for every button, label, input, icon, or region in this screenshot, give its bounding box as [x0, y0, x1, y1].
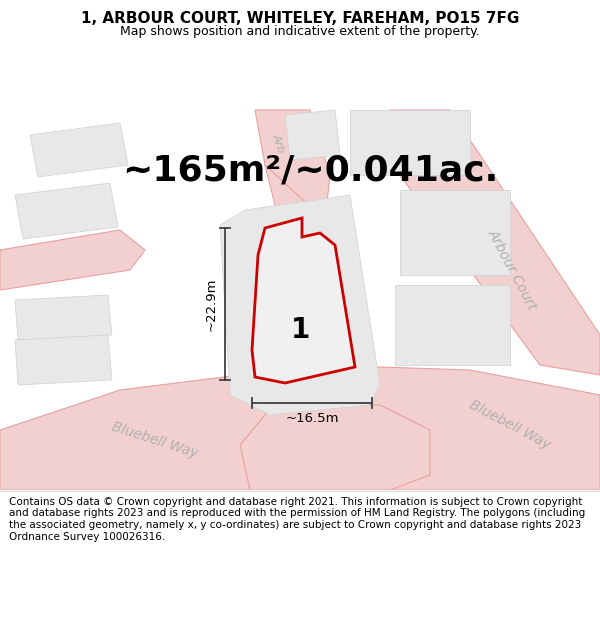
- Text: Bluebell Way: Bluebell Way: [467, 398, 553, 452]
- Polygon shape: [240, 405, 430, 490]
- Text: Map shows position and indicative extent of the property.: Map shows position and indicative extent…: [120, 26, 480, 39]
- Polygon shape: [252, 218, 355, 383]
- Polygon shape: [0, 230, 145, 290]
- Polygon shape: [350, 110, 470, 175]
- Polygon shape: [385, 110, 600, 375]
- Text: 1, ARBOUR COURT, WHITELEY, FAREHAM, PO15 7FG: 1, ARBOUR COURT, WHITELEY, FAREHAM, PO15…: [81, 11, 519, 26]
- Polygon shape: [15, 183, 118, 239]
- Polygon shape: [265, 165, 340, 295]
- Polygon shape: [395, 285, 510, 365]
- Polygon shape: [15, 335, 112, 385]
- Polygon shape: [30, 123, 128, 177]
- Polygon shape: [285, 110, 340, 160]
- Text: Arbour Court: Arbour Court: [485, 227, 539, 313]
- Polygon shape: [15, 295, 112, 340]
- Text: 1: 1: [290, 316, 310, 344]
- Text: Contains OS data © Crown copyright and database right 2021. This information is : Contains OS data © Crown copyright and d…: [9, 497, 585, 541]
- Polygon shape: [400, 190, 510, 275]
- Text: ~22.9m: ~22.9m: [205, 278, 218, 331]
- Polygon shape: [255, 110, 330, 225]
- Text: Arb: Arb: [270, 132, 286, 154]
- Text: Bluebell Way: Bluebell Way: [110, 419, 200, 461]
- Polygon shape: [220, 195, 380, 415]
- Polygon shape: [0, 365, 600, 490]
- Text: ~165m²/~0.041ac.: ~165m²/~0.041ac.: [122, 153, 498, 187]
- Text: ~16.5m: ~16.5m: [285, 412, 339, 426]
